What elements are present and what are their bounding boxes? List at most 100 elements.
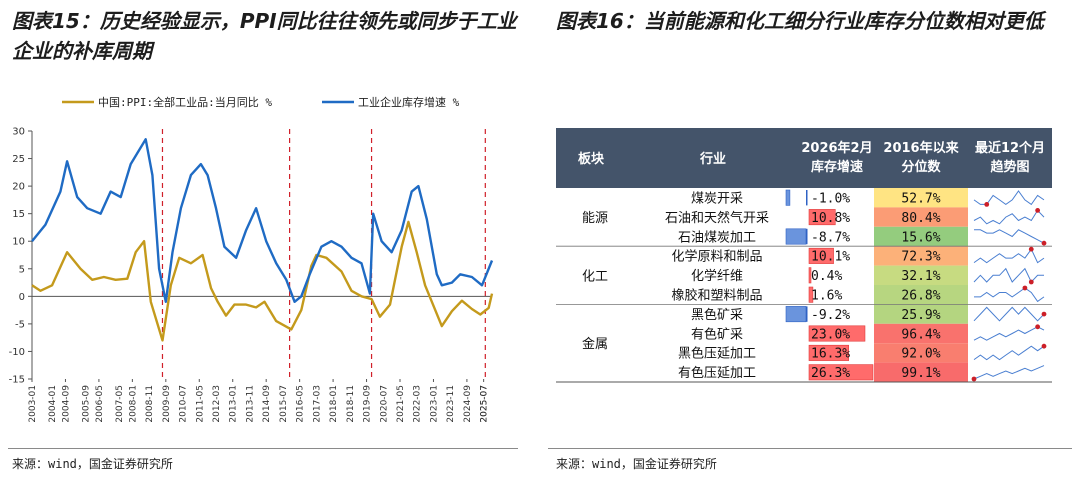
growth-bar-negative [785, 189, 791, 206]
right-divider [548, 448, 1072, 449]
industry-name: 黑色矿采 [691, 307, 743, 323]
industry-name: 橡胶和塑料制品 [671, 288, 762, 304]
inventory-growth-series-line [31, 138, 494, 303]
growth-bar-positive [808, 286, 814, 303]
growth-value: 1.6% [811, 289, 842, 304]
left-divider [8, 448, 518, 449]
growth-value: -8.7% [811, 230, 850, 245]
percentile-cell [874, 265, 968, 285]
table-header-bg [556, 128, 1052, 188]
industry-name: 化学原料和制品 [671, 249, 762, 265]
left-source-note: 来源：wind，国金证券研究所 [12, 457, 173, 471]
industry-name: 石油煤炭加工 [678, 230, 756, 245]
sector-label: 能源 [582, 211, 608, 226]
growth-value: 26.3% [811, 366, 850, 381]
legend-label: 中国:PPI:全部工业品:当月同比 % [98, 95, 272, 109]
column-header: 板块 [578, 151, 605, 167]
percentile-value: 72.3% [901, 250, 940, 265]
trend-sparkline [973, 326, 1045, 341]
x-tick-label: 2018-11 [346, 385, 356, 423]
industry-name: 黑色压延加工 [678, 346, 756, 362]
growth-bar-axis [806, 190, 808, 206]
x-tick-label: 2021-05 [396, 385, 406, 423]
x-tick-label: 2022-03 [413, 385, 423, 423]
column-header: 2016年以来分位数 [883, 140, 959, 175]
trend-sparkline-marker [1028, 246, 1034, 252]
column-header: 最近12个月趋势图 [975, 140, 1045, 175]
growth-bar-positive [808, 325, 866, 342]
percentile-cell [874, 343, 968, 363]
x-tick-label: 2009-09 [162, 385, 172, 423]
growth-bar-negative [785, 306, 807, 323]
percentile-value: 25.9% [901, 308, 940, 323]
y-tick-label: -15 [9, 375, 25, 386]
x-tick-label: 2011-05 [195, 385, 205, 423]
trend-sparkline-marker [1041, 240, 1047, 246]
growth-bar-axis [806, 228, 808, 245]
trend-sparkline [974, 287, 1045, 303]
percentile-cell [874, 285, 968, 305]
x-tick-label: 2016-05 [296, 385, 306, 423]
trend-sparkline-marker [1041, 311, 1047, 317]
trend-sparkline [973, 267, 1044, 283]
growth-value: 0.4% [811, 269, 842, 284]
trend-sparkline [973, 365, 1045, 380]
y-tick-label: 0 [19, 292, 25, 303]
percentile-cell [874, 304, 968, 324]
percentile-value: 26.8% [901, 289, 940, 304]
industry-name: 有色压延加工 [678, 365, 756, 381]
y-tick-label: -10 [9, 347, 25, 358]
x-tick-label: 2018-01 [329, 385, 339, 423]
percentile-cell [874, 362, 968, 382]
percentile-value: 80.4% [901, 211, 940, 226]
x-tick-label: 2004-09 [61, 385, 71, 423]
trend-sparkline-marker [1035, 208, 1041, 213]
column-header: 行业 [699, 151, 726, 167]
ppi-inventory-line-chart: -15 -10 -5 0 5 10 15 20 25 30 2003-01 2004-09 2006-0… [9, 95, 494, 423]
y-tick-label: 5 [19, 264, 25, 275]
x-tick-label: 2017-03 [312, 385, 322, 423]
sector-label: 金属 [582, 336, 608, 352]
growth-value: 23.0% [811, 327, 850, 342]
growth-value: 10.8% [811, 211, 850, 226]
trend-sparkline [973, 190, 1045, 206]
x-tick-label: 2015-07 [279, 385, 289, 423]
trend-sparkline-marker [1022, 285, 1028, 291]
percentile-cell [874, 226, 968, 247]
x-tick-label: 2008-01 [128, 385, 138, 423]
sector-label: 化工 [582, 269, 608, 284]
growth-bar-axis [806, 306, 808, 322]
left-figure-title: 图表15：历史经验显示，PPI同比往往领先或同步于工业企业的补库周期 [12, 9, 517, 63]
column-header: 2026年2月库存增速 [801, 140, 872, 175]
growth-bar-positive [808, 247, 834, 264]
x-tick-label: 2025-07 [480, 385, 490, 423]
x-tick-label: 2012-03 [212, 385, 222, 423]
percentile-value: 92.0% [901, 347, 940, 362]
x-tick-label: 2005-09 [82, 385, 92, 423]
trend-sparkline [973, 306, 1045, 322]
percentile-cell [874, 188, 968, 208]
trend-sparkline [973, 209, 1045, 225]
growth-value: -1.0% [811, 192, 850, 207]
x-tick-label: 2010-07 [179, 385, 189, 423]
x-tick-label: 2019-09 [363, 385, 373, 423]
y-tick-label: 10 [12, 237, 25, 248]
percentile-value: 32.1% [901, 269, 940, 284]
growth-value: 16.3% [811, 347, 850, 362]
x-tick-label: 2004-01 [48, 385, 58, 423]
x-tick-label: 2023-11 [446, 385, 456, 423]
x-tick-label: 2013-11 [245, 385, 255, 423]
trend-sparkline-marker [1035, 324, 1041, 330]
growth-bar-positive [808, 364, 874, 381]
industry-name: 石油和天然气开采 [665, 210, 769, 226]
y-tick-label: 20 [12, 182, 25, 193]
percentile-cell [874, 246, 968, 266]
industry-name: 煤炭开采 [691, 192, 743, 207]
trend-sparkline [974, 229, 1045, 244]
industry-name: 化学纤维 [691, 268, 743, 284]
x-tick-label: 2003-01 [28, 385, 38, 423]
industry-name: 有色矿采 [691, 326, 743, 342]
growth-value: 10.1% [811, 250, 850, 265]
x-tick-label: 2024-09 [463, 385, 473, 423]
growth-bar-positive [808, 267, 812, 284]
